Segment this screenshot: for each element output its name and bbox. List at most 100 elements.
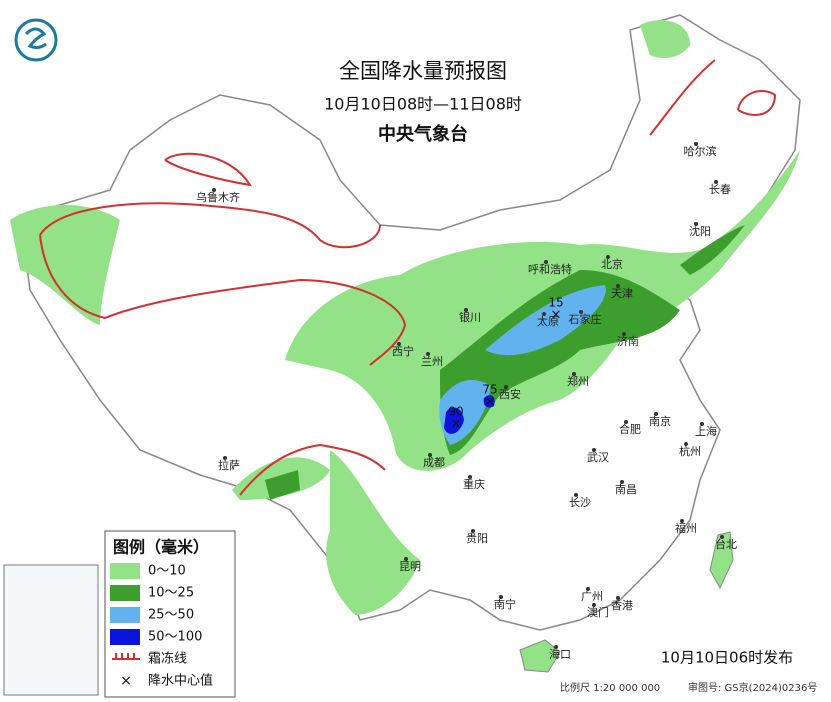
city-dot [404, 557, 408, 561]
city-label: 贵阳 [466, 532, 488, 545]
issuer: 中央气象台 [378, 123, 468, 145]
city-label: 兰州 [421, 355, 443, 368]
city-label: 沈阳 [689, 224, 711, 238]
city-label: 太原 [537, 315, 559, 328]
legend-label: 降水中心值 [148, 673, 213, 689]
city-dot [579, 310, 583, 314]
precip-area [326, 450, 420, 615]
city-label: 昆明 [399, 560, 421, 573]
legend-swatch [110, 563, 140, 579]
city-label: 福州 [675, 521, 697, 535]
city-label: 香港 [611, 599, 633, 612]
precip-area [440, 270, 680, 455]
legend-title: 图例（毫米） [113, 538, 209, 557]
city-dot [616, 596, 620, 600]
city-label: 合肥 [619, 422, 641, 436]
city-label: 拉萨 [218, 458, 240, 472]
frost-line [39, 202, 381, 249]
city-dot [464, 308, 468, 312]
city-dot [574, 493, 578, 497]
city-dot [616, 284, 620, 288]
center-marker: × [551, 308, 562, 323]
city-label: 澳门 [587, 605, 609, 619]
city-dot [680, 519, 684, 523]
legend-label: 10～25 [148, 586, 194, 601]
city-label: 银川 [459, 310, 481, 324]
city-label: 南京 [649, 414, 671, 428]
precip-area [485, 285, 606, 356]
city-dot [223, 456, 227, 460]
legend-label: 0～10 [148, 564, 186, 579]
legend-label: 50～100 [148, 630, 202, 645]
city-label: 哈尔滨 [684, 144, 717, 158]
city-dot [499, 595, 503, 599]
city-label: 长沙 [569, 496, 591, 509]
city-dot [654, 412, 658, 416]
city-dot [586, 587, 590, 591]
precip-area [680, 225, 745, 275]
precip-area [444, 407, 464, 434]
city-label: 台北 [715, 537, 737, 551]
city-label: 武汉 [587, 451, 609, 464]
inset-map [3, 564, 99, 696]
city-label: 海口 [549, 647, 571, 661]
city-label: 济南 [617, 334, 639, 348]
city-label: 广州 [581, 590, 603, 603]
legend-label: 霜冻线 [148, 651, 187, 667]
precip-area [640, 20, 690, 58]
city-dot [212, 188, 216, 192]
city-dot [468, 475, 472, 479]
city-dot [714, 180, 718, 184]
precip-area [483, 395, 495, 408]
city-dot [504, 385, 508, 389]
approval: 审图号: GS京(2024)0236号 [688, 681, 817, 694]
city-dot [544, 260, 548, 264]
city-dot [542, 312, 546, 316]
city-dot [720, 535, 724, 539]
precip-area [265, 470, 300, 500]
city-label: 南宁 [494, 597, 516, 611]
city-dot [624, 420, 628, 424]
city-dot [622, 332, 626, 336]
city-label: 西安 [499, 387, 521, 401]
city-label: 呼和浩特 [528, 262, 572, 276]
frost-line [239, 443, 386, 496]
frost-line [39, 234, 407, 366]
legend-swatch [110, 629, 140, 645]
legend-swatch [110, 607, 140, 623]
city-label: 石家庄 [569, 312, 602, 326]
center-marker: × [451, 417, 462, 432]
frost-lines [39, 59, 777, 496]
city-label: 长春 [709, 183, 731, 196]
precip-area [10, 205, 120, 325]
city-label: 成都 [423, 456, 445, 469]
center-marker: × [485, 395, 496, 410]
subtitle: 10月10日08时—11日08时 [324, 95, 522, 114]
frost-line [649, 59, 716, 136]
city-dot [428, 453, 432, 457]
city-dot [606, 255, 610, 259]
city-dot [620, 480, 624, 484]
city-dot [426, 352, 430, 356]
city-dot [592, 603, 596, 607]
city-label: 杭州 [679, 444, 701, 458]
frost-line [164, 152, 252, 187]
center-value: 90 [448, 405, 463, 419]
city-label: 重庆 [463, 477, 485, 491]
city-label: 郑州 [567, 374, 589, 388]
city-dot [694, 222, 698, 226]
city-dot [592, 448, 596, 452]
legend-center-symbol: × [120, 673, 132, 689]
city-label: 南昌 [615, 483, 637, 496]
title: 全国降水量预报图 [339, 59, 507, 83]
legend-frost-symbol [112, 653, 140, 660]
center-value: 15 [548, 296, 563, 310]
island-hainan [519, 639, 561, 673]
legend-swatch [110, 585, 140, 601]
logo-mark [24, 27, 47, 50]
city-label: 西宁 [392, 344, 414, 358]
city-dot [572, 372, 576, 376]
frost-line [737, 90, 777, 116]
